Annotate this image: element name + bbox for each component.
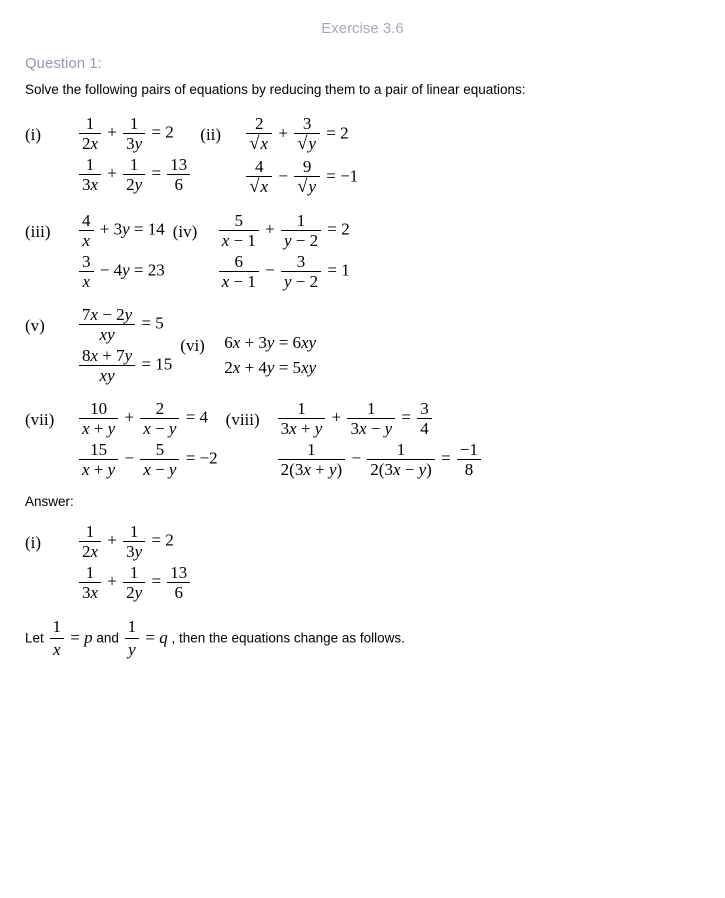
eq-i-2: 13x + 12y = 136	[77, 156, 192, 193]
let-suffix: , then the equations change as follows.	[168, 631, 405, 646]
let-middle: and	[93, 631, 123, 646]
roman-i: (i)	[25, 115, 77, 145]
eq-v-1: 7x − 2yxy = 5	[77, 306, 172, 343]
ans-i-1: 12x + 13y = 2	[77, 523, 192, 560]
let-prefix: Let	[25, 631, 48, 646]
answer-label: Answer:	[25, 494, 700, 509]
eq-vii-1: 10x + y + 2x − y = 4	[77, 400, 218, 437]
question-label: Question 1:	[25, 55, 700, 72]
let-line: Let 1x = p and 1y = q , then the equatio…	[25, 617, 700, 660]
answer-roman-i: (i)	[25, 523, 77, 553]
eq-row-2: (iii) 4x + 3y = 14 3x − 4y = 23 (iv) 5x …	[25, 212, 700, 294]
eq-iv-1: 5x − 1 + 1y − 2 = 2	[217, 212, 350, 249]
eq-vi-2: 2x + 4y = 5xy	[224, 359, 316, 376]
roman-ii: (ii)	[200, 115, 244, 145]
eq-ii-2: 4x − 9y = −1	[244, 158, 358, 197]
eq-iv-2: 6x − 1 − 3y − 2 = 1	[217, 253, 350, 290]
roman-viii: (viii)	[226, 400, 276, 430]
answer-row-i: (i) 12x + 13y = 2 13x + 12y = 136	[25, 523, 700, 605]
roman-iv: (iv)	[173, 212, 217, 242]
eq-row-3: (v) 7x − 2yxy = 5 8x + 7yxy = 15 (vi) 6x…	[25, 306, 700, 388]
question-text: Solve the following pairs of equations b…	[25, 82, 700, 97]
eq-i-1: 12x + 13y = 2	[77, 115, 192, 152]
eq-row-1: (i) 12x + 13y = 2 13x + 12y = 136 (ii) 2…	[25, 115, 700, 200]
roman-v: (v)	[25, 306, 77, 336]
roman-vi: (vi)	[180, 306, 224, 356]
eq-viii-1: 13x + y + 13x − y = 34	[276, 400, 483, 437]
ans-i-2: 13x + 12y = 136	[77, 564, 192, 601]
exercise-title: Exercise 3.6	[25, 20, 700, 37]
eq-row-4: (vii) 10x + y + 2x − y = 4 15x + y − 5x …	[25, 400, 700, 482]
eq-iii-2: 3x − 4y = 23	[77, 253, 165, 290]
roman-vii: (vii)	[25, 400, 77, 430]
roman-iii: (iii)	[25, 212, 77, 242]
eq-ii-1: 2x + 3y = 2	[244, 115, 358, 154]
eq-vii-2: 15x + y − 5x − y = −2	[77, 441, 218, 478]
eq-viii-2: 12(3x + y) − 12(3x − y) = −18	[276, 441, 483, 478]
eq-iii-1: 4x + 3y = 14	[77, 212, 165, 249]
eq-v-2: 8x + 7yxy = 15	[77, 347, 172, 384]
eq-vi-1: 6x + 3y = 6xy	[224, 334, 316, 351]
